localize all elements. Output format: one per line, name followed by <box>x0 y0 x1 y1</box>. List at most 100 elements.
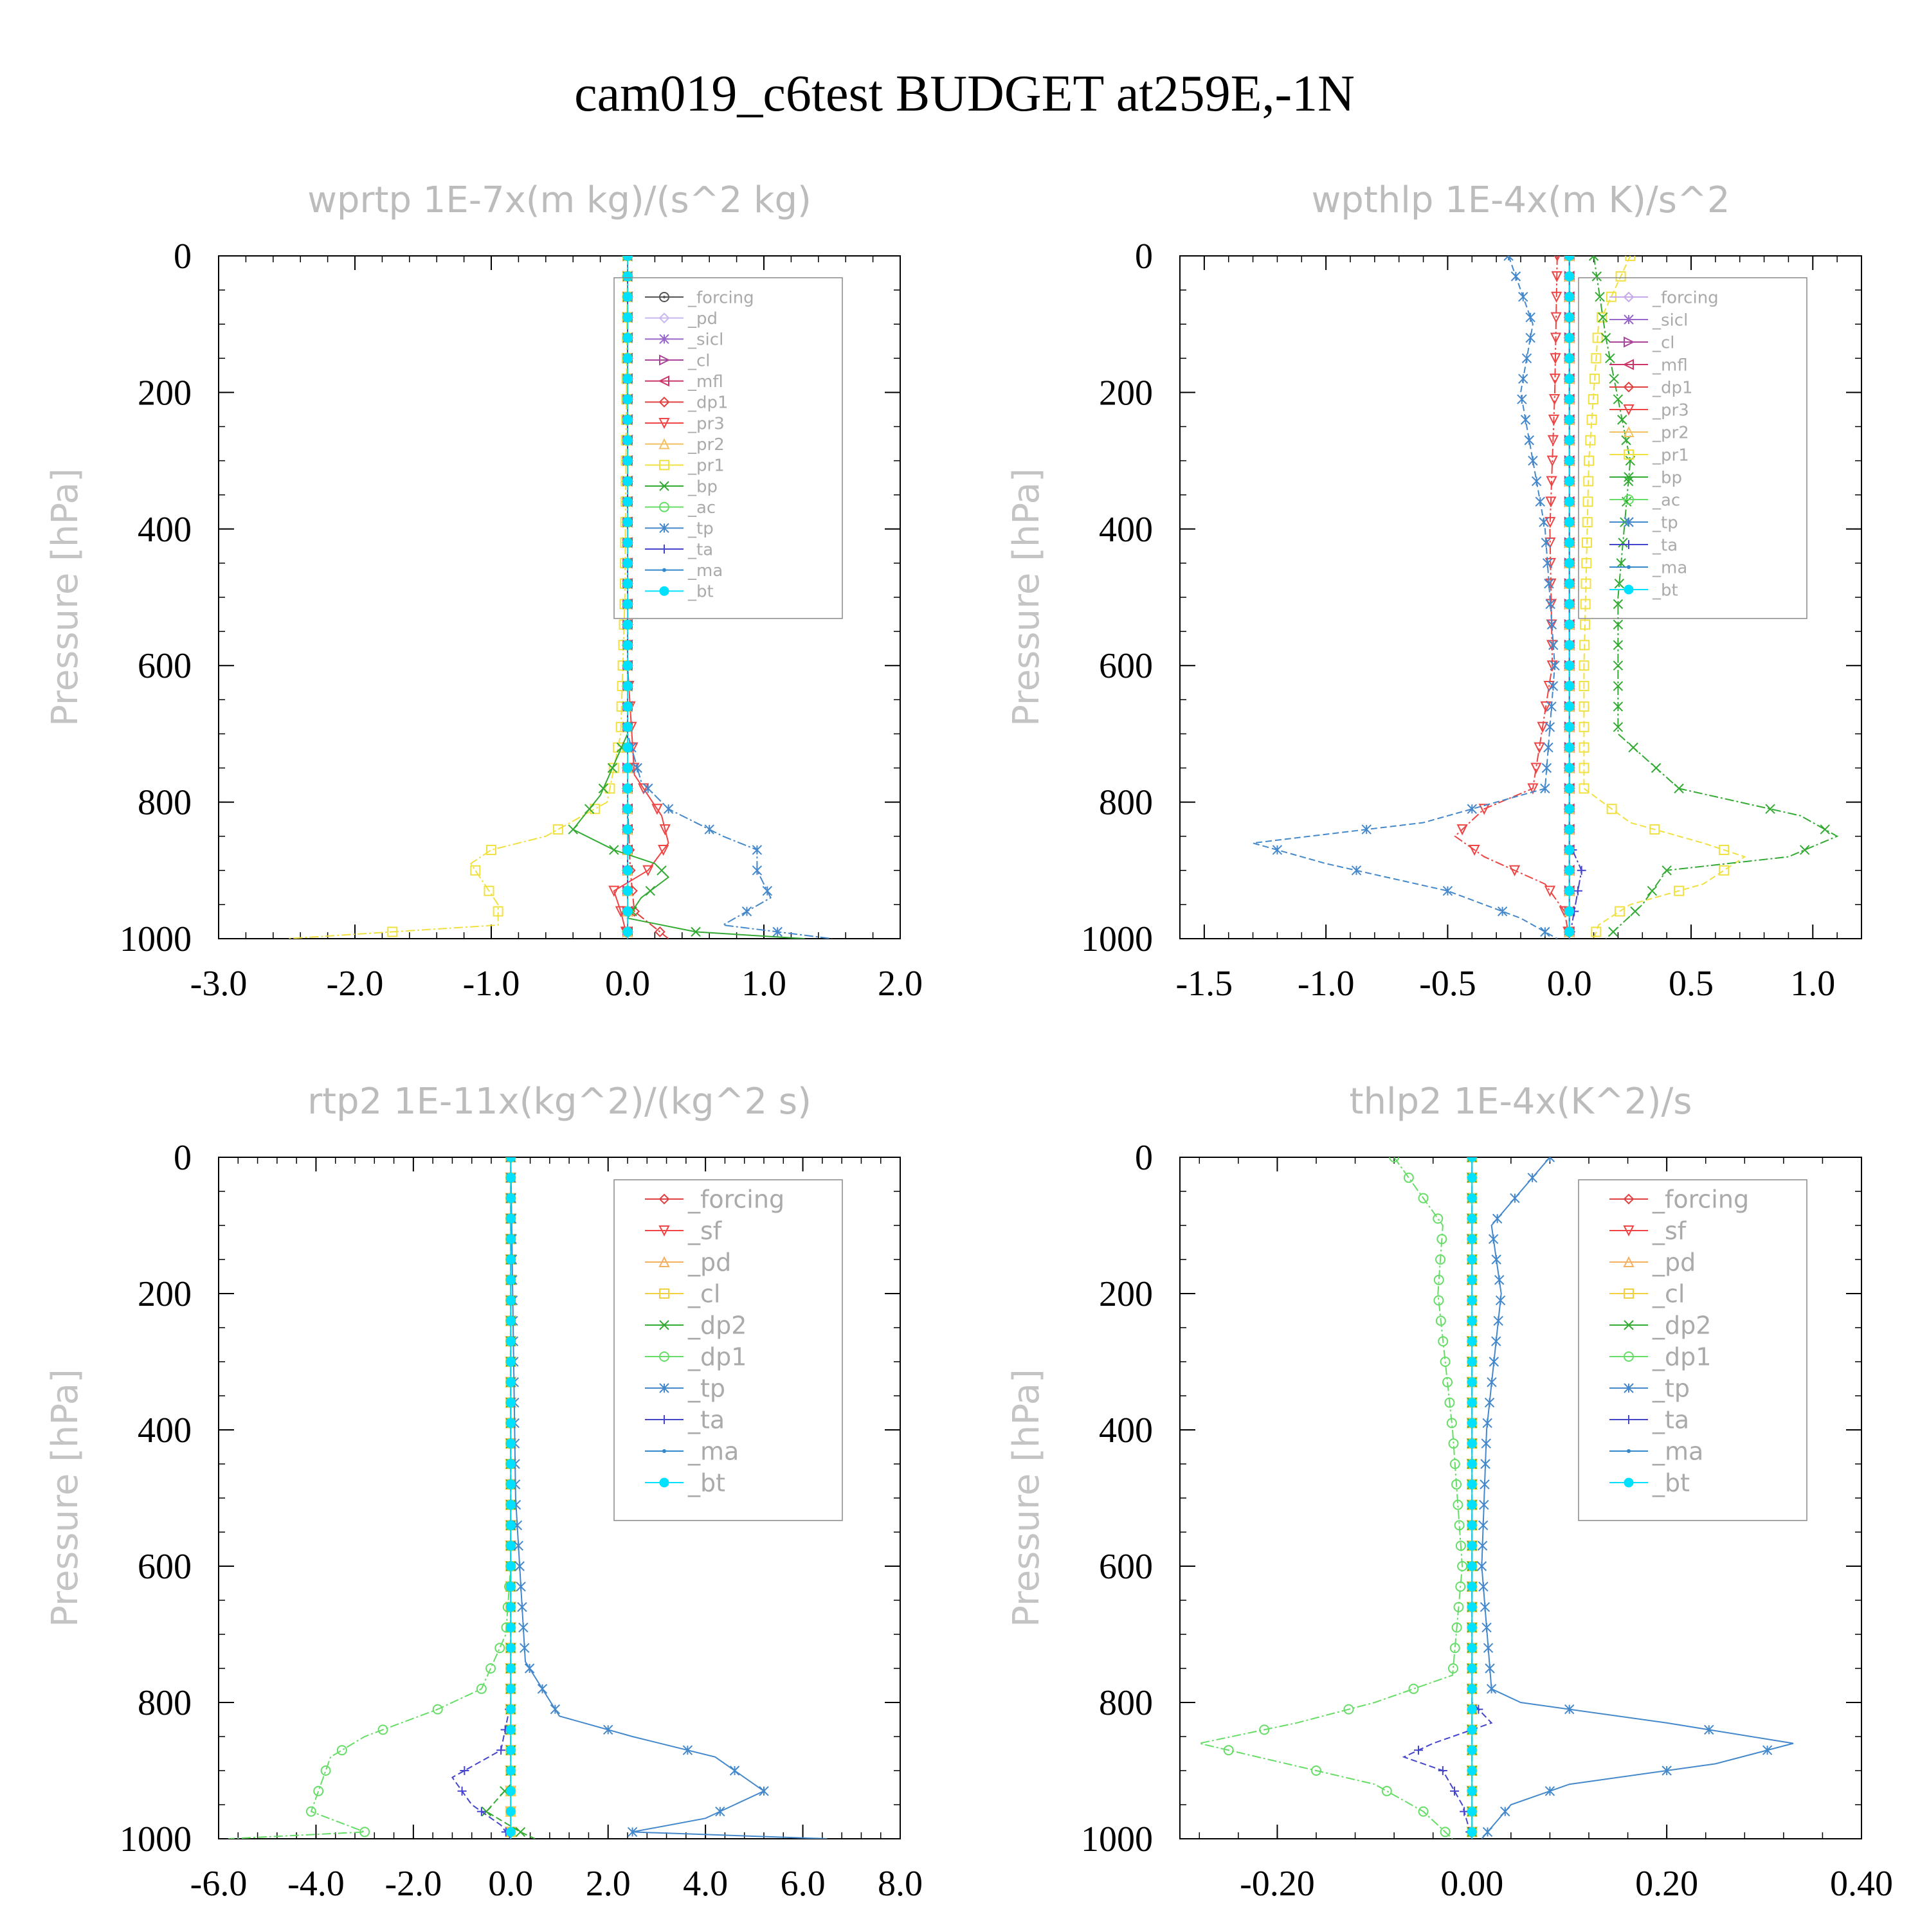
data-point <box>762 885 773 896</box>
legend-label: _ac <box>1652 491 1680 510</box>
data-point <box>1482 1827 1493 1837</box>
data-point <box>505 1520 516 1530</box>
y-axis-label: Pressure [hPa] <box>1006 1369 1047 1627</box>
data-point <box>1585 435 1596 446</box>
data-point <box>505 1418 516 1428</box>
data-point <box>1311 1765 1321 1776</box>
data-point <box>1442 1377 1453 1387</box>
legend-item: _dp1 <box>1609 378 1693 397</box>
data-point <box>1480 1479 1490 1490</box>
data-point <box>1524 435 1534 446</box>
data-point <box>1467 1254 1477 1265</box>
x-tick-label: -4.0 <box>287 1864 345 1904</box>
data-point <box>1259 1724 1270 1735</box>
data-point <box>1545 599 1557 610</box>
data-point <box>682 1745 693 1755</box>
data-point <box>1467 1157 1477 1162</box>
data-point <box>1564 763 1575 773</box>
data-point <box>1614 579 1625 589</box>
data-point <box>1454 1520 1465 1531</box>
data-point <box>1537 721 1548 734</box>
legend-label: _bp <box>687 477 718 496</box>
data-point <box>1628 742 1638 753</box>
data-point <box>505 1582 516 1592</box>
data-point <box>1477 1540 1488 1551</box>
legend-item: _bt <box>645 582 714 602</box>
legend-label: _ma <box>1652 558 1687 577</box>
data-point <box>1600 332 1611 343</box>
data-point <box>1564 271 1575 282</box>
data-point <box>1586 414 1597 425</box>
data-point <box>1588 256 1599 261</box>
y-tick-label: 800 <box>1099 783 1153 823</box>
data-point <box>524 1663 535 1674</box>
data-point <box>505 1336 516 1346</box>
data-point <box>1223 1745 1234 1756</box>
data-point <box>622 804 633 814</box>
series-bp <box>1588 256 1839 939</box>
data-point <box>1361 824 1372 835</box>
data-point <box>505 1357 516 1367</box>
y-tick-label: 400 <box>1099 1411 1153 1450</box>
x-tick-label: 0.0 <box>605 964 650 1004</box>
x-tick-label: 0.00 <box>1440 1864 1503 1904</box>
data-point <box>1486 1684 1497 1694</box>
data-point <box>1435 1315 1446 1326</box>
legend-label: _cl <box>1652 1280 1685 1308</box>
data-point <box>1433 1274 1444 1285</box>
data-point <box>1564 599 1575 609</box>
data-point <box>691 926 701 937</box>
legend-label: _pd <box>687 1249 731 1277</box>
legend-item: _pr3 <box>1609 401 1689 420</box>
data-point <box>1762 1745 1773 1755</box>
data-point <box>622 907 633 917</box>
data-point <box>622 743 633 753</box>
data-point <box>622 456 633 466</box>
data-point <box>1613 640 1624 651</box>
data-point <box>1544 1157 1555 1162</box>
data-point <box>1546 476 1557 487</box>
legend-label: _cl <box>1652 333 1675 352</box>
data-point <box>493 906 503 917</box>
data-point <box>1623 476 1634 487</box>
data-point <box>1544 722 1555 732</box>
legend-label: _sicl <box>1652 311 1688 330</box>
x-tick-label: 6.0 <box>781 1864 826 1904</box>
data-point <box>622 517 633 527</box>
data-point <box>1564 558 1575 568</box>
data-point <box>1651 763 1662 773</box>
legend-item: _cl <box>645 351 711 370</box>
data-point <box>1469 844 1480 856</box>
data-point <box>1508 865 1521 877</box>
data-point <box>1343 1704 1354 1715</box>
series-line <box>1583 256 1746 939</box>
chart-title: thlp2 1E-4x(K^2)/s <box>1350 1081 1692 1123</box>
legend-item: _bt <box>1609 1469 1690 1497</box>
data-point <box>1493 1315 1503 1326</box>
data-point <box>1564 722 1575 732</box>
legend-item: _dp1 <box>645 393 729 413</box>
data-point <box>1272 845 1283 855</box>
data-point <box>1719 865 1730 876</box>
data-point <box>622 722 633 732</box>
legend-label: _sf <box>687 1217 723 1245</box>
data-point <box>622 537 633 548</box>
data-point <box>505 1540 516 1551</box>
data-point <box>1548 640 1559 651</box>
data-point <box>1418 1806 1429 1817</box>
data-point <box>505 1786 516 1796</box>
series-bt <box>505 1157 516 1839</box>
data-point <box>505 1315 516 1326</box>
legend-item: _bp <box>1609 468 1682 487</box>
data-point <box>1408 1683 1419 1694</box>
data-point <box>550 1704 561 1715</box>
data-point <box>1544 579 1554 589</box>
data-point <box>505 1275 516 1285</box>
data-point <box>1543 742 1553 753</box>
data-point <box>1581 557 1592 568</box>
data-point <box>505 1157 516 1162</box>
data-point <box>305 1806 316 1817</box>
data-point <box>1614 906 1625 917</box>
data-point <box>505 1254 516 1265</box>
